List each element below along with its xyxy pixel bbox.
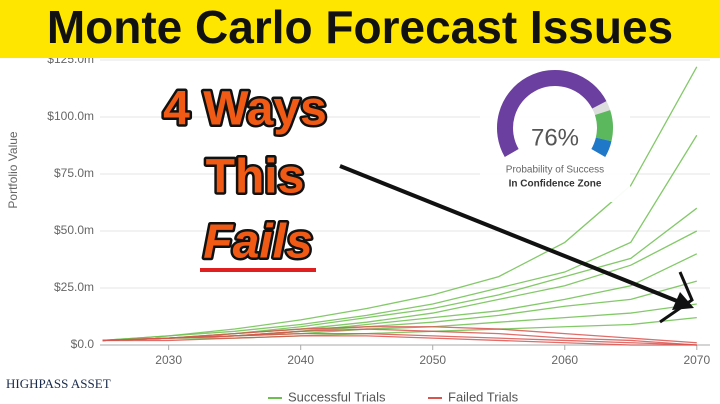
arrow-head	[672, 292, 694, 310]
gauge-caption: Probability of Success	[506, 165, 604, 176]
annotation: Fails	[203, 216, 312, 269]
arrow	[659, 271, 694, 324]
y-tick-label: $100.0m	[47, 109, 94, 123]
x-tick-label: 2030	[155, 353, 182, 367]
gauge-subcaption: In Confidence Zone	[509, 179, 602, 190]
header-band	[0, 0, 720, 58]
legend-label: Successful Trials	[288, 389, 386, 404]
y-tick-label: $50.0m	[54, 223, 94, 237]
logo: HIGHPASS ASSET	[6, 376, 111, 391]
title: Monte Carlo Forecast Issues	[47, 1, 673, 53]
x-tick-label: 2050	[419, 353, 446, 367]
annotation: This	[206, 151, 305, 204]
trial-line	[102, 316, 697, 342]
gauge-zone	[591, 137, 612, 157]
y-tick-label: $75.0m	[54, 166, 94, 180]
gauge-value: 76%	[531, 124, 579, 151]
annotation: 4 Ways	[163, 83, 327, 136]
trial-line	[102, 332, 697, 346]
x-tick-label: 2060	[551, 353, 578, 367]
y-tick-label: $0.0	[71, 337, 95, 351]
x-tick-label: 2070	[683, 353, 710, 367]
y-tick-label: $25.0m	[54, 280, 94, 294]
arrow	[339, 164, 683, 305]
trial-line	[102, 335, 697, 346]
trial-line	[102, 66, 698, 342]
x-tick-label: 2040	[287, 353, 314, 367]
legend-label: Failed Trials	[448, 389, 519, 404]
trial-line	[102, 134, 698, 342]
gauge-zone	[594, 110, 613, 142]
trial-line	[102, 326, 697, 344]
y-axis-title: Portfolio Value	[6, 131, 20, 208]
gauge-bar	[497, 70, 607, 157]
